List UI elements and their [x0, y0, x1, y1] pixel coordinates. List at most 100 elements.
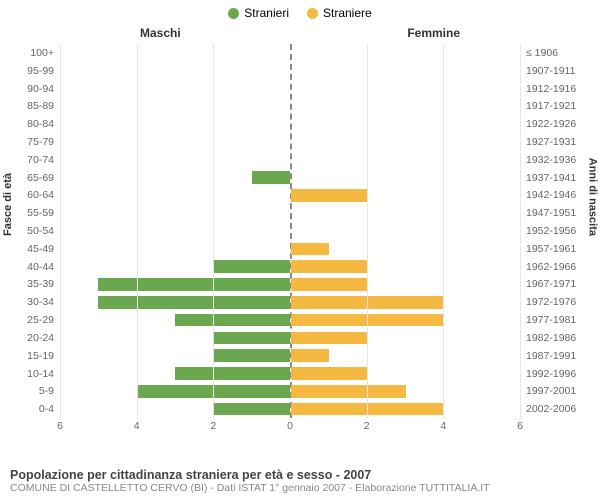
age-label: 65-69: [16, 172, 60, 184]
x-tick: 4: [440, 420, 446, 432]
bar-male: [213, 403, 290, 415]
bar-rows: 100+≤ 190695-991907-191190-941912-191685…: [60, 44, 520, 418]
x-axis: 6420246: [60, 420, 520, 434]
age-label: 50-54: [16, 225, 60, 237]
chart: Maschi Femmine Fasce di età Anni di nasc…: [10, 26, 590, 446]
legend-item-female: Straniere: [307, 6, 372, 20]
x-tick: 2: [210, 420, 216, 432]
bar-row: 25-291977-1981: [60, 311, 520, 329]
age-label: 95-99: [16, 65, 60, 77]
bar-female: [291, 332, 368, 344]
birth-year-label: 1957-1961: [520, 243, 586, 255]
age-label: 0-4: [16, 403, 60, 415]
bar-female: [291, 367, 368, 379]
age-label: 40-44: [16, 261, 60, 273]
grid-line: [367, 44, 368, 418]
bar-row: 5-91997-2001: [60, 382, 520, 400]
bar-row: 55-591947-1951: [60, 204, 520, 222]
bar-female: [291, 260, 368, 272]
age-label: 35-39: [16, 278, 60, 290]
age-label: 5-9: [16, 385, 60, 397]
bar-row: 65-691937-1941: [60, 169, 520, 187]
bar-female: [291, 296, 444, 308]
bar-female: [291, 349, 329, 361]
bar-female: [291, 314, 444, 326]
bar-row: 90-941912-1916: [60, 80, 520, 98]
x-tick: 6: [517, 420, 523, 432]
age-label: 15-19: [16, 350, 60, 362]
x-tick: 6: [57, 420, 63, 432]
age-label: 10-14: [16, 368, 60, 380]
bar-row: 80-841922-1926: [60, 115, 520, 133]
birth-year-label: 1977-1981: [520, 314, 586, 326]
y-axis-title-left: Fasce di età: [2, 173, 14, 236]
bar-male: [175, 367, 290, 379]
birth-year-label: 1952-1956: [520, 225, 586, 237]
bar-female: [291, 278, 368, 290]
age-label: 90-94: [16, 83, 60, 95]
chart-footer: Popolazione per cittadinanza straniera p…: [10, 468, 590, 494]
bar-male: [252, 171, 290, 183]
birth-year-label: 1962-1966: [520, 261, 586, 273]
age-label: 55-59: [16, 207, 60, 219]
birth-year-label: 1987-1991: [520, 350, 586, 362]
bar-female: [291, 385, 406, 397]
bar-male: [98, 296, 290, 308]
birth-year-label: 1907-1911: [520, 65, 586, 77]
col-header-left: Maschi: [140, 26, 181, 40]
grid-line: [213, 44, 214, 418]
bar-male: [213, 349, 290, 361]
birth-year-label: 1972-1976: [520, 296, 586, 308]
birth-year-label: 1912-1916: [520, 83, 586, 95]
age-label: 30-34: [16, 296, 60, 308]
birth-year-label: 1992-1996: [520, 368, 586, 380]
bar-row: 10-141992-1996: [60, 365, 520, 383]
bar-row: 40-441962-1966: [60, 258, 520, 276]
bar-row: 70-741932-1936: [60, 151, 520, 169]
birth-year-label: 1967-1971: [520, 278, 586, 290]
age-label: 20-24: [16, 332, 60, 344]
birth-year-label: ≤ 1906: [520, 47, 586, 59]
legend-label-female: Straniere: [323, 6, 372, 20]
bar-male: [213, 332, 290, 344]
legend-swatch-male: [228, 8, 239, 19]
birth-year-label: 2002-2006: [520, 403, 586, 415]
birth-year-label: 1982-1986: [520, 332, 586, 344]
age-label: 100+: [16, 47, 60, 59]
bar-female: [291, 403, 444, 415]
birth-year-label: 1927-1931: [520, 136, 586, 148]
age-label: 75-79: [16, 136, 60, 148]
birth-year-label: 1932-1936: [520, 154, 586, 166]
x-tick: 0: [287, 420, 293, 432]
bar-row: 95-991907-1911: [60, 62, 520, 80]
bar-male: [175, 314, 290, 326]
grid-line: [60, 44, 61, 418]
bar-row: 15-191987-1991: [60, 347, 520, 365]
chart-subtitle: COMUNE DI CASTELLETTO CERVO (BI) - Dati …: [10, 482, 590, 494]
bar-female: [291, 189, 368, 201]
age-label: 85-89: [16, 100, 60, 112]
bar-row: 20-241982-1986: [60, 329, 520, 347]
birth-year-label: 1922-1926: [520, 118, 586, 130]
legend-item-male: Stranieri: [228, 6, 289, 20]
col-header-right: Femmine: [407, 26, 460, 40]
bar-row: 30-341972-1976: [60, 293, 520, 311]
chart-title: Popolazione per cittadinanza straniera p…: [10, 468, 590, 482]
legend: Stranieri Straniere: [0, 0, 600, 20]
legend-swatch-female: [307, 8, 318, 19]
age-label: 80-84: [16, 118, 60, 130]
bar-row: 60-641942-1946: [60, 187, 520, 205]
bar-row: 50-541952-1956: [60, 222, 520, 240]
bar-male: [98, 278, 290, 290]
birth-year-label: 1997-2001: [520, 385, 586, 397]
bar-female: [291, 243, 329, 255]
y-axis-title-right: Anni di nascita: [586, 158, 598, 236]
grid-line: [520, 44, 521, 418]
x-tick: 4: [134, 420, 140, 432]
column-headers: Maschi Femmine: [80, 26, 520, 40]
grid-line: [137, 44, 138, 418]
plot-area: 100+≤ 190695-991907-191190-941912-191685…: [60, 44, 520, 418]
birth-year-label: 1942-1946: [520, 189, 586, 201]
bar-row: 0-42002-2006: [60, 400, 520, 418]
age-label: 25-29: [16, 314, 60, 326]
